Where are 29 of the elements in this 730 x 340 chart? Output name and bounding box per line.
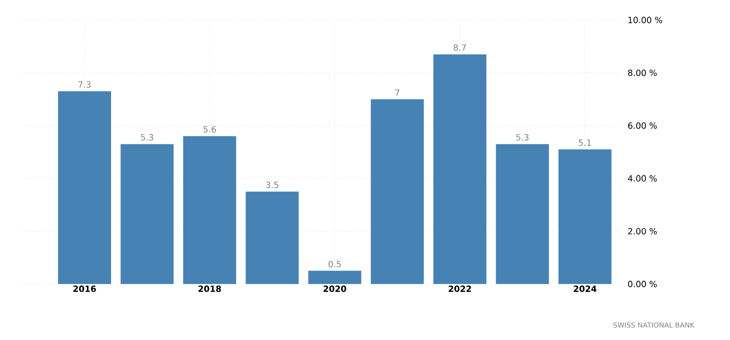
data-label: 0.5 — [328, 260, 341, 268]
bar — [246, 192, 299, 284]
data-label: 7 — [395, 89, 400, 96]
data-label: 7.3 — [78, 81, 91, 88]
bar — [433, 54, 486, 284]
y-tick-label: 8.00 % — [628, 70, 657, 76]
y-tick-label: 2.00 % — [628, 228, 657, 234]
data-label: 5.3 — [141, 134, 154, 141]
bar — [496, 144, 549, 284]
x-tick-label: 2022 — [448, 286, 471, 292]
y-tick-label: 4.00 % — [628, 175, 657, 182]
bar — [558, 149, 612, 284]
bar — [308, 270, 362, 284]
data-label: 3.5 — [266, 182, 278, 188]
y-tick-label: 6.00 % — [628, 122, 657, 129]
x-tick-label: 2024 — [574, 286, 596, 292]
y-tick-label: 10.00 % — [628, 16, 662, 24]
x-tick-label: 2020 — [324, 286, 346, 292]
x-tick-label: 2016 — [73, 286, 96, 292]
x-tick-label: 2018 — [198, 286, 221, 292]
bar — [183, 136, 236, 284]
data-label: 8.7 — [454, 44, 466, 51]
data-label: 5.1 — [578, 140, 591, 146]
y-tick-label: 0.00 % — [628, 280, 657, 288]
bar — [58, 91, 112, 284]
bar — [120, 144, 174, 284]
data-label: 5.3 — [516, 134, 528, 141]
data-label: 5.6 — [204, 126, 216, 133]
bar — [370, 99, 424, 284]
